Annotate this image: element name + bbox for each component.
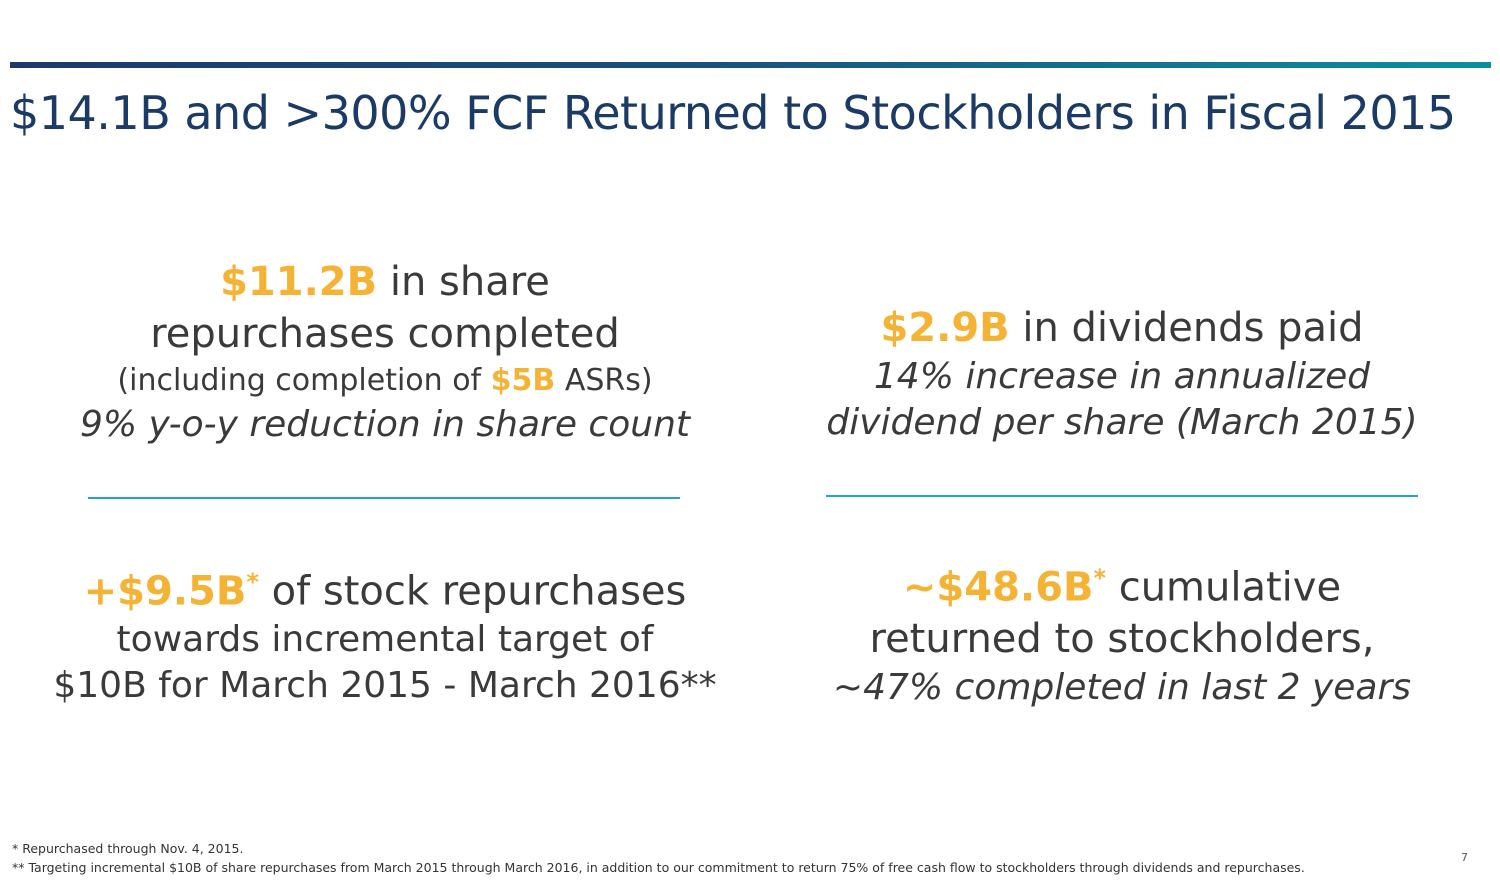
cumulative-line2: returned to stockholders, (869, 616, 1375, 663)
footnote-1: * Repurchased through Nov. 4, 2015. (12, 841, 244, 856)
repurchases-line4: 9% y-o-y reduction in share count (80, 404, 690, 445)
share-repurchases-block: $11.2B in share repurchases completed (i… (60, 256, 710, 448)
incremental-line3: $10B for March 2015 - March 2016** (53, 665, 717, 707)
repurchases-amount: $11.2B (220, 259, 378, 305)
dividends-line3: dividend per share (March 2015) (826, 402, 1418, 443)
cumulative-footnote-marker: * (1093, 564, 1106, 592)
cumulative-headline: ~$48.6B* cumulative (902, 564, 1342, 611)
footnote-2: ** Targeting incremental $10B of share r… (12, 860, 1305, 875)
cumulative-block: ~$48.6B* cumulative returned to stockhol… (790, 552, 1454, 711)
dividends-amount: $2.9B (880, 305, 1010, 351)
right-divider (826, 495, 1418, 497)
page-title: $14.1B and >300% FCF Returned to Stockho… (10, 86, 1456, 140)
incremental-amount: +$9.5B (83, 568, 247, 615)
incremental-footnote-marker: * (246, 568, 259, 596)
repurchases-headline: $11.2B in share (220, 259, 550, 305)
repurchases-line2: repurchases completed (150, 311, 620, 357)
incremental-line2: towards incremental target of (116, 619, 654, 661)
asr-amount: $5B (490, 363, 556, 398)
header-rule (10, 62, 1491, 68)
page-number: 7 (1461, 851, 1468, 864)
left-divider (88, 497, 680, 499)
incremental-headline: +$9.5B* of stock repurchases (83, 568, 687, 615)
incremental-repurchases-block: +$9.5B* of stock repurchases towards inc… (50, 556, 720, 709)
repurchases-line3: (including completion of $5B ASRs) (117, 363, 653, 398)
dividends-headline: $2.9B in dividends paid (880, 305, 1364, 351)
footnotes: * Repurchased through Nov. 4, 2015. ** T… (12, 839, 1305, 877)
dividends-line2: 14% increase in annualized (873, 356, 1371, 397)
cumulative-line3: ~47% completed in last 2 years (832, 667, 1412, 709)
cumulative-amount: ~$48.6B (902, 564, 1094, 611)
dividends-block: $2.9B in dividends paid 14% increase in … (800, 302, 1444, 446)
